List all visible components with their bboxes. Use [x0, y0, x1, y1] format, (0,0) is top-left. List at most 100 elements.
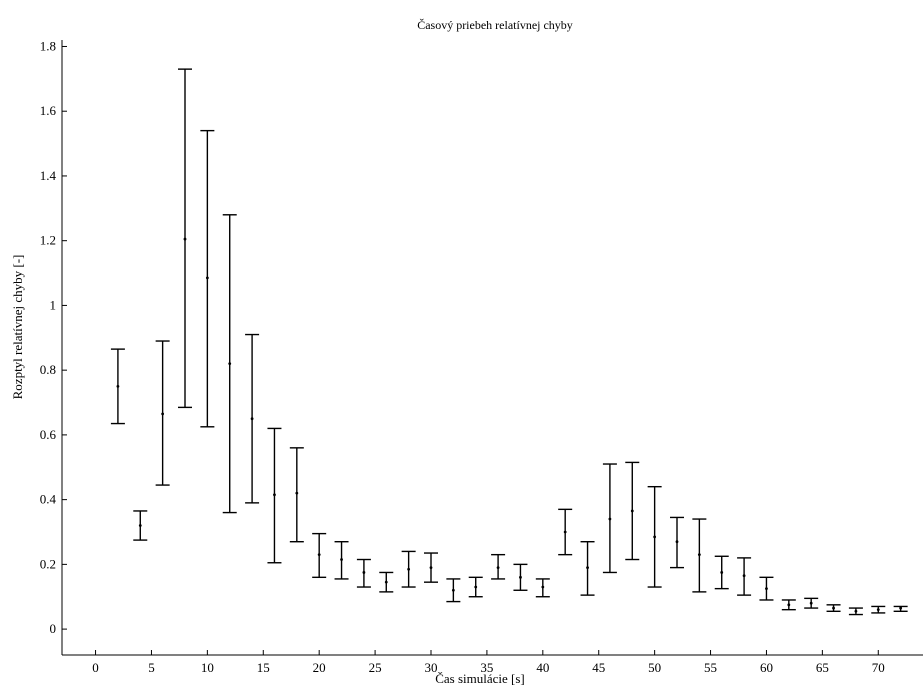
- error-bar-20: [312, 532, 327, 579]
- y-tick-label: 0.2: [40, 556, 56, 571]
- error-bar-mean-point: [787, 603, 791, 607]
- error-bar-mean-point: [563, 530, 567, 534]
- error-bar-18: [289, 447, 304, 543]
- x-tick-label: 20: [313, 660, 326, 675]
- error-bar-mean-point: [295, 491, 299, 495]
- y-tick-label: 0.4: [40, 492, 57, 507]
- error-bar-mean-point: [899, 606, 903, 610]
- error-bar-mean-point: [586, 566, 589, 570]
- x-tick-label: 15: [257, 660, 270, 675]
- error-bar-mean-point: [362, 571, 366, 574]
- error-bar-34: [468, 576, 483, 598]
- error-bar-mean-point: [854, 609, 858, 613]
- x-axis-ticks: 0 5 10 15 20 25 30 35 40 45 50 55 60 65 70: [92, 650, 885, 675]
- error-bar-64: [804, 597, 819, 609]
- error-bar-mean-point: [138, 524, 142, 527]
- error-bar-22: [334, 541, 349, 580]
- error-bar-36: [491, 553, 506, 580]
- error-bar-12: [222, 214, 237, 514]
- error-bar-mean-point: [474, 585, 478, 589]
- y-axis-label: Rozptyl relatívnej chyby [-]: [10, 255, 25, 400]
- error-bar-8: [178, 68, 192, 409]
- error-bar-52: [670, 516, 684, 569]
- error-bar-mean-point: [429, 566, 433, 570]
- error-bar-58: [737, 557, 752, 596]
- x-tick-label: 55: [704, 660, 717, 675]
- x-tick-label: 25: [369, 660, 382, 675]
- y-tick-label: 1.4: [40, 168, 57, 183]
- error-bar-70: [871, 605, 886, 614]
- y-tick-label: 1: [50, 297, 57, 312]
- x-tick-label: 65: [816, 660, 829, 675]
- error-bar-mean-point: [653, 535, 657, 539]
- error-bar-48: [625, 461, 640, 561]
- error-bar-4: [133, 510, 148, 541]
- error-bar-mean-point: [496, 566, 500, 570]
- error-bar-42: [558, 508, 573, 556]
- error-bar-mean-point: [765, 587, 768, 591]
- error-bar-mean-point: [832, 606, 835, 610]
- error-bar-28: [401, 550, 416, 588]
- error-bar-mean-point: [876, 608, 880, 612]
- error-bar-mean-point: [697, 553, 701, 557]
- y-tick-label: 1.2: [40, 233, 56, 248]
- x-tick-label: 0: [92, 660, 99, 675]
- error-bar-mean-point: [541, 585, 545, 589]
- y-axis-ticks: 0 0.2 0.4 0.6 0.8 1 1.2 1.4 1.6 1.8: [40, 38, 67, 636]
- error-bar-mean-point: [317, 553, 321, 557]
- error-bar-mean-point: [809, 601, 813, 605]
- error-bar-30: [424, 552, 438, 583]
- x-tick-label: 40: [536, 660, 549, 675]
- error-bar-mean-point: [451, 588, 455, 592]
- error-bar-2: [110, 348, 125, 425]
- error-bar-mean-point: [608, 517, 612, 521]
- error-bar-44: [580, 541, 595, 596]
- error-bar-mean-point: [720, 571, 724, 574]
- y-tick-label: 0.6: [40, 427, 57, 442]
- error-bar-72: [893, 605, 908, 613]
- y-tick-label: 1.6: [40, 103, 57, 118]
- error-bar-68: [848, 607, 863, 616]
- x-tick-label: 70: [872, 660, 885, 675]
- error-bar-mean-point: [519, 575, 522, 579]
- error-bar-62: [781, 599, 796, 611]
- x-tick-label: 45: [592, 660, 605, 675]
- error-bar-mean-point: [228, 362, 232, 366]
- y-tick-label: 0.8: [40, 362, 56, 377]
- error-bar-mean-point: [183, 237, 187, 241]
- error-bar-50: [647, 485, 662, 588]
- x-tick-label: 10: [201, 660, 214, 675]
- error-bar-24: [356, 558, 371, 588]
- error-bar-mean-point: [742, 574, 746, 578]
- error-bar-mean-point: [675, 540, 679, 544]
- error-bar-14: [245, 333, 260, 504]
- error-bar-60: [759, 576, 774, 601]
- error-bar-mean-point: [273, 493, 276, 497]
- error-bar-mean-point: [407, 567, 411, 571]
- error-bar-54: [692, 518, 707, 593]
- error-bar-mean-point: [250, 417, 254, 421]
- y-tick-label: 1.8: [40, 38, 56, 53]
- error-bar-6: [155, 340, 170, 486]
- error-bar-56: [714, 555, 729, 590]
- error-bars: [110, 68, 908, 616]
- x-tick-label: 35: [480, 660, 493, 675]
- error-bar-10: [200, 129, 215, 428]
- chart-title: Časový priebeh relatívnej chyby: [417, 18, 573, 32]
- error-bar-40: [535, 578, 550, 598]
- error-bar-mean-point: [630, 509, 634, 513]
- error-bar-mean-point: [384, 580, 388, 584]
- error-bar-mean-point: [205, 276, 209, 280]
- x-tick-label: 60: [760, 660, 773, 675]
- error-bar-16: [267, 427, 282, 564]
- error-bar-32: [446, 578, 461, 603]
- x-axis-label: Čas simulácie [s]: [435, 671, 525, 686]
- error-bar-66: [826, 604, 841, 613]
- error-bar-26: [379, 571, 394, 593]
- error-bar-46: [602, 463, 617, 574]
- y-tick-label: 0: [50, 621, 57, 636]
- error-bar-38: [513, 563, 528, 591]
- x-tick-label: 50: [648, 660, 661, 675]
